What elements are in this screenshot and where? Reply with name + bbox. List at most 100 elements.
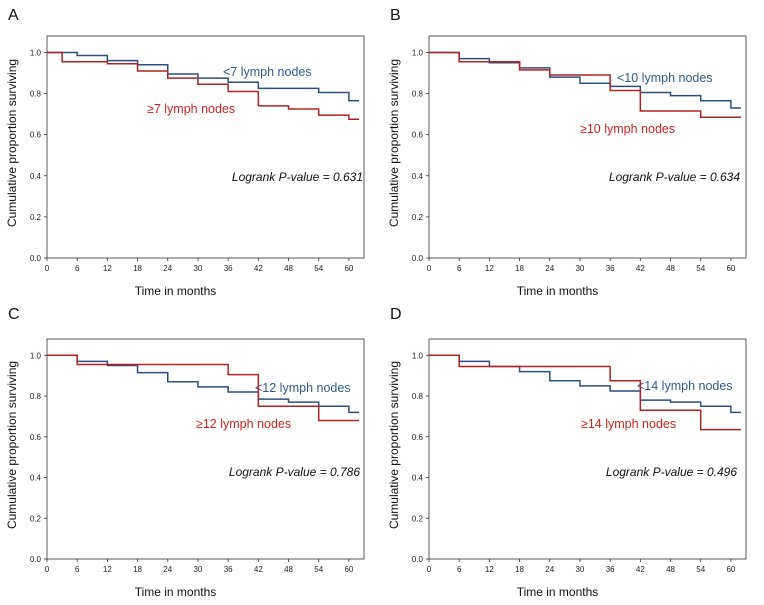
logrank-annotation: Logrank P-value = 0.631 — [232, 170, 363, 184]
x-tick-label: 24 — [163, 264, 172, 273]
y-tick-label: 0.8 — [412, 90, 424, 99]
km-panel-b: B 0 6 12 18 24 30 36 42 48 54 60 0.0 0.2 0.4 0.6 0.8 1.0 T… — [387, 7, 747, 298]
series-label: ≥14 lymph nodes — [581, 417, 676, 431]
panel-letter: D — [390, 306, 402, 323]
y-tick-label: 0.0 — [30, 555, 42, 564]
km-curve-above-threshold — [429, 51, 741, 118]
x-tick-label: 24 — [163, 565, 172, 574]
x-tick-label: 6 — [457, 264, 462, 273]
x-axis-label: Time in months — [517, 284, 599, 298]
x-tick-label: 30 — [575, 264, 584, 273]
x-tick-label: 18 — [515, 565, 524, 574]
series-label: <12 lymph nodes — [255, 381, 351, 395]
x-tick-label: 12 — [103, 264, 112, 273]
x-tick-label: 24 — [545, 264, 554, 273]
x-tick-label: 24 — [545, 565, 554, 574]
plot-frame — [46, 35, 365, 259]
x-tick-label: 6 — [457, 565, 462, 574]
y-tick-label: 0.6 — [30, 131, 42, 140]
series-label: ≥7 lymph nodes — [147, 102, 235, 116]
y-tick-label: 0.0 — [412, 254, 424, 263]
x-tick-label: 36 — [224, 264, 233, 273]
km-curve-above-threshold — [429, 354, 741, 431]
x-axis-label: Time in months — [517, 585, 599, 599]
y-tick-label: 0.4 — [30, 172, 42, 181]
y-tick-label: 0.8 — [30, 392, 42, 401]
x-tick-label: 12 — [485, 565, 494, 574]
y-tick-label: 0.0 — [30, 254, 42, 263]
km-curve-below-threshold — [429, 51, 741, 109]
y-tick-label: 0.8 — [412, 392, 424, 401]
series-label: ≥10 lymph nodes — [580, 122, 675, 136]
y-tick-label: 0.6 — [30, 433, 42, 442]
y-axis-label: Cumulative proportion surviving — [387, 59, 401, 227]
y-tick-label: 0.2 — [30, 514, 42, 523]
x-tick-label: 18 — [133, 264, 142, 273]
x-axis-label: Time in months — [135, 585, 217, 599]
y-tick-label: 1.0 — [412, 351, 424, 360]
series-label: <10 lymph nodes — [617, 71, 713, 85]
x-tick-label: 42 — [254, 264, 263, 273]
km-curve-above-threshold — [47, 354, 359, 422]
x-tick-label: 30 — [193, 264, 202, 273]
km-curve-below-threshold — [429, 354, 741, 414]
plot-frame — [428, 35, 747, 259]
km-curve-below-threshold — [47, 354, 359, 414]
y-tick-label: 0.8 — [30, 90, 42, 99]
y-tick-label: 0.6 — [412, 433, 424, 442]
x-tick-label: 12 — [485, 264, 494, 273]
x-tick-label: 36 — [606, 565, 615, 574]
x-tick-label: 60 — [726, 565, 735, 574]
y-axis-label: Cumulative proportion surviving — [5, 361, 19, 529]
y-tick-label: 0.0 — [412, 555, 424, 564]
y-tick-label: 0.4 — [412, 172, 424, 181]
x-tick-label: 12 — [103, 565, 112, 574]
x-tick-label: 0 — [45, 264, 50, 273]
panel-letter: C — [8, 306, 20, 323]
x-tick-label: 30 — [575, 565, 584, 574]
y-tick-label: 1.0 — [30, 351, 42, 360]
x-tick-label: 42 — [636, 565, 645, 574]
x-tick-label: 60 — [726, 264, 735, 273]
x-tick-label: 42 — [636, 264, 645, 273]
x-tick-label: 48 — [284, 565, 293, 574]
x-tick-label: 48 — [284, 264, 293, 273]
x-tick-label: 54 — [314, 264, 323, 273]
y-axis-label: Cumulative proportion surviving — [387, 361, 401, 529]
x-tick-label: 0 — [45, 565, 50, 574]
y-tick-label: 1.0 — [412, 48, 424, 57]
x-tick-label: 60 — [344, 565, 353, 574]
y-tick-label: 0.6 — [412, 131, 424, 140]
x-tick-label: 0 — [427, 565, 432, 574]
logrank-annotation: Logrank P-value = 0.786 — [229, 465, 360, 479]
x-tick-label: 54 — [696, 565, 705, 574]
x-tick-label: 36 — [606, 264, 615, 273]
x-tick-label: 54 — [696, 264, 705, 273]
km-curve-above-threshold — [47, 51, 359, 120]
y-tick-label: 0.4 — [412, 474, 424, 483]
y-axis-label: Cumulative proportion surviving — [5, 59, 19, 227]
x-tick-label: 18 — [133, 565, 142, 574]
logrank-annotation: Logrank P-value = 0.496 — [606, 465, 737, 479]
y-tick-label: 0.2 — [412, 213, 424, 222]
x-tick-label: 30 — [193, 565, 202, 574]
km-curve-below-threshold — [47, 51, 359, 102]
x-tick-label: 6 — [75, 565, 80, 574]
x-tick-label: 48 — [666, 565, 675, 574]
x-tick-label: 60 — [344, 264, 353, 273]
series-label: <7 lymph nodes — [223, 65, 312, 79]
km-panel-c: C 0 6 12 18 24 30 36 42 48 54 60 0.0 0.2 0.4 0.6 0.8 1.0 T… — [5, 306, 365, 599]
y-tick-label: 0.2 — [30, 213, 42, 222]
x-tick-label: 48 — [666, 264, 675, 273]
plot-frame — [428, 338, 747, 560]
panel-letter: A — [8, 7, 19, 24]
x-tick-label: 42 — [254, 565, 263, 574]
series-label: ≥12 lymph nodes — [196, 417, 291, 431]
y-tick-label: 0.2 — [412, 514, 424, 523]
panel-letter: B — [390, 7, 401, 24]
x-tick-label: 54 — [314, 565, 323, 574]
x-tick-label: 18 — [515, 264, 524, 273]
plot-frame — [46, 338, 365, 560]
y-tick-label: 0.4 — [30, 474, 42, 483]
